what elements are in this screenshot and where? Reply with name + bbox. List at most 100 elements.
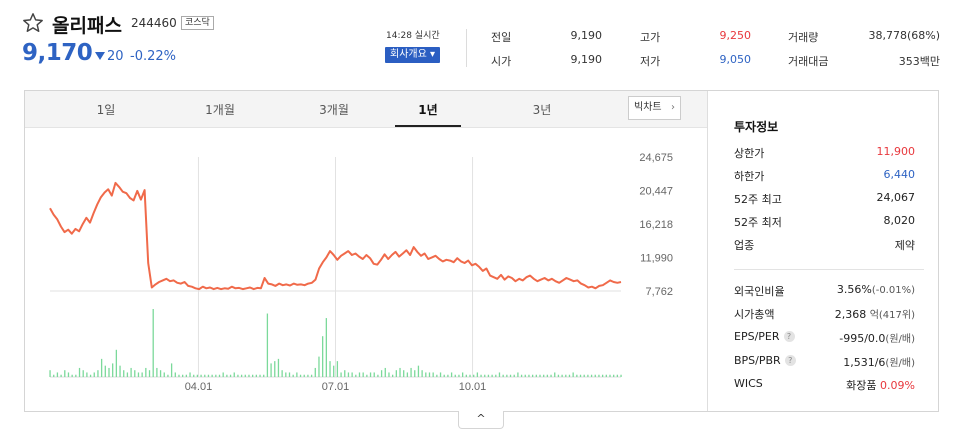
volume-bar <box>362 372 364 377</box>
volume-bar <box>53 374 55 377</box>
volume-bar <box>100 358 103 377</box>
eps-per-label-text: EPS/PER <box>734 330 780 343</box>
volume-bar <box>123 370 125 377</box>
volume-bar <box>517 372 519 377</box>
volume-bar <box>233 372 235 377</box>
volume-bar <box>469 374 471 377</box>
volume-bar <box>167 374 169 377</box>
divider <box>466 29 467 67</box>
volume-bar <box>432 372 434 377</box>
volume-bar <box>185 374 188 377</box>
volume-bar <box>229 374 232 377</box>
volume-bar <box>417 365 420 377</box>
tab-3month[interactable]: 3개월 <box>319 103 349 117</box>
volume-bar <box>182 374 184 377</box>
volume-bar <box>576 374 578 377</box>
volume-bar <box>583 374 585 377</box>
volume-bar <box>215 374 217 377</box>
stock-code: 244460 <box>131 16 177 30</box>
volume-bar <box>399 367 401 377</box>
quote-label-open: 시가 <box>491 55 512 68</box>
market-cap-label: 시가총액 <box>734 308 775 321</box>
volume-bar <box>156 367 158 377</box>
active-tab-indicator <box>395 125 461 127</box>
tab-3year[interactable]: 3년 <box>532 103 552 117</box>
market-cap-rank: 억(417위) <box>869 310 915 321</box>
help-icon[interactable]: ? <box>783 331 795 342</box>
volume-bar <box>204 374 206 377</box>
volume-bar <box>366 374 368 377</box>
volume-bar <box>189 372 191 377</box>
market-cap-value: 2,368 억(417위) <box>835 306 915 321</box>
volume-bar <box>126 372 129 377</box>
invest-info-panel: 투자정보 상한가 11,900 하한가 6,440 52주 최고 24,067 … <box>707 91 938 411</box>
y-tick-label-0: 24,675 <box>639 152 673 164</box>
quote-value-volume: 38,778(68%) <box>868 29 940 42</box>
volume-bar <box>565 374 567 377</box>
tab-1day[interactable]: 1일 <box>96 103 116 117</box>
volume-bar <box>546 374 549 377</box>
company-info-button[interactable]: 회사개요 ▾ <box>385 47 440 63</box>
sector-value[interactable]: 제약 <box>894 239 915 252</box>
volume-bar <box>495 374 497 377</box>
help-icon[interactable]: ? <box>784 355 796 366</box>
wics-value[interactable]: 화장품 0.09% <box>846 377 915 393</box>
chart-panel: 1일 1개월 3개월 1년 3년 빅차트 › 04.01 07.01 10.01 24… <box>24 90 939 412</box>
invest-info-title: 투자정보 <box>734 120 779 134</box>
volume-bar <box>274 361 276 377</box>
volume-bar <box>259 374 261 377</box>
eps-per-label: EPS/PER? <box>734 330 795 343</box>
volume-bar <box>104 365 106 377</box>
volume-bar <box>620 374 622 377</box>
chevron-up-icon[interactable]: ^ <box>458 411 504 429</box>
volume-bar <box>277 358 280 377</box>
volume-bar <box>392 374 394 377</box>
volume-bar <box>170 363 173 377</box>
period-tabs: 1일 1개월 3개월 1년 3년 빅차트 › <box>25 91 707 128</box>
bps-pbr-unit: (원/배) <box>885 358 915 369</box>
volume-bar <box>222 372 224 377</box>
star-outline-icon[interactable] <box>22 12 44 34</box>
volume-bar <box>71 374 73 377</box>
volume-bar <box>554 372 556 377</box>
volume-bar <box>285 372 287 377</box>
bps-pbr-label-text: BPS/PBR <box>734 354 781 367</box>
volume-bar <box>531 374 534 377</box>
volume-bar <box>484 374 486 377</box>
volume-bar <box>174 372 176 377</box>
price-line <box>49 181 622 291</box>
volume-bar <box>609 374 611 377</box>
tab-1month[interactable]: 1개월 <box>205 103 235 117</box>
volume-bar <box>520 374 523 377</box>
volume-bar <box>403 370 405 377</box>
volume-bar <box>461 372 464 377</box>
volume-bar <box>252 374 254 377</box>
price-chart[interactable]: 04.01 07.01 10.01 24,675 20,447 16,218 11,990 7… <box>25 129 707 411</box>
volume-bar <box>513 374 515 377</box>
market-badge: 코스닥 <box>181 16 214 30</box>
big-chart-button[interactable]: 빅차트 › <box>628 96 681 120</box>
volume-bar <box>601 374 604 377</box>
volume-bar <box>465 374 467 377</box>
volume-bar <box>200 374 202 377</box>
volume-bar <box>211 374 213 377</box>
lower-limit-label: 하한가 <box>734 170 765 183</box>
volume-bar <box>296 372 298 377</box>
upper-limit-label: 상한가 <box>734 147 765 160</box>
eps-per-value: -995/0.0(원/배) <box>839 330 915 345</box>
volume-bar <box>491 374 493 377</box>
volume-bar <box>358 372 361 377</box>
volume-bar <box>447 374 449 377</box>
quote-value-open: 9,190 <box>570 53 603 66</box>
volume-bar <box>240 374 243 377</box>
volume-bar <box>281 370 283 377</box>
volume-bar <box>207 374 210 377</box>
volume-bar <box>292 374 294 377</box>
volume-bar <box>193 374 195 377</box>
volume-bar <box>421 370 423 377</box>
volume-bar <box>75 374 77 377</box>
tab-1year[interactable]: 1년 <box>418 103 438 117</box>
volume-bar <box>598 374 600 377</box>
market-cap-number: 2,368 <box>834 308 867 321</box>
volume-bar <box>572 372 574 377</box>
